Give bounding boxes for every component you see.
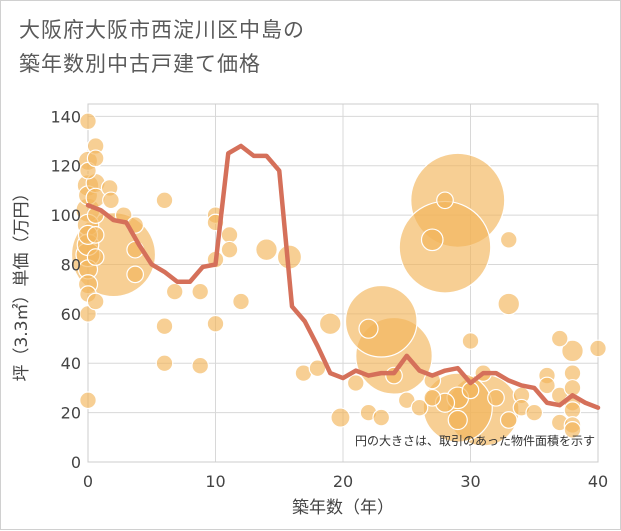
data-bubble bbox=[563, 401, 582, 420]
y-tick-label: 140 bbox=[50, 107, 81, 126]
data-bubble bbox=[358, 318, 379, 339]
y-tick-label: 60 bbox=[61, 305, 81, 324]
data-bubble bbox=[126, 265, 145, 284]
data-bubble bbox=[487, 388, 505, 407]
data-bubble bbox=[550, 329, 569, 348]
x-tick-label: 30 bbox=[460, 472, 480, 491]
x-tick-label: 10 bbox=[205, 472, 225, 491]
data-bubble bbox=[330, 407, 351, 428]
data-bubble bbox=[79, 112, 97, 131]
x-tick-label: 0 bbox=[83, 472, 93, 491]
chart-title: 大阪府大阪市西淀川区中島の 築年数別中古戸建て価格 bbox=[19, 13, 305, 81]
data-bubble bbox=[206, 314, 225, 333]
data-bubble bbox=[79, 391, 97, 410]
data-bubble bbox=[499, 411, 518, 429]
data-bubble bbox=[447, 409, 468, 431]
size-annotation: 円の大きさは、取引のあった物件面積を示す bbox=[355, 433, 595, 448]
y-axis-label: 坪（3.3㎡）単価（万円） bbox=[12, 184, 32, 381]
data-bubble bbox=[102, 191, 120, 210]
data-bubble bbox=[499, 230, 518, 249]
data-bubble bbox=[220, 226, 239, 244]
data-bubble bbox=[589, 339, 607, 358]
data-bubble bbox=[155, 191, 174, 210]
data-bubble bbox=[86, 292, 105, 311]
axis-ticks: 0 20 40 60 80 100 120 140 0 10 20 30 40 bbox=[50, 107, 608, 491]
data-bubble bbox=[318, 312, 342, 336]
data-bubble bbox=[436, 191, 454, 210]
y-tick-label: 120 bbox=[50, 157, 81, 176]
data-bubble bbox=[561, 339, 584, 363]
data-bubble bbox=[220, 240, 239, 259]
y-tick-label: 80 bbox=[61, 255, 81, 274]
data-bubble bbox=[497, 292, 521, 316]
x-tick-label: 40 bbox=[588, 472, 608, 491]
data-bubble bbox=[423, 388, 442, 407]
data-bubble bbox=[410, 398, 429, 417]
y-tick-label: 20 bbox=[61, 404, 81, 423]
average-price-line bbox=[85, 143, 601, 410]
data-bubble bbox=[346, 374, 365, 392]
y-tick-label: 40 bbox=[61, 354, 81, 373]
data-bubble bbox=[191, 356, 210, 375]
chart-title-line-1: 大阪府大阪市西淀川区中島の bbox=[19, 18, 305, 42]
x-axis-label: 築年数（年） bbox=[292, 498, 394, 518]
data-bubble bbox=[191, 282, 210, 301]
x-tick-label: 20 bbox=[333, 472, 353, 491]
data-bubble bbox=[232, 292, 250, 311]
y-tick-label: 100 bbox=[50, 206, 81, 225]
chart-title-line-2: 築年数別中古戸建て価格 bbox=[19, 52, 261, 76]
data-bubble bbox=[461, 332, 480, 350]
data-bubble bbox=[538, 376, 556, 395]
data-bubble bbox=[165, 282, 184, 301]
data-bubble bbox=[563, 364, 582, 382]
data-bubble bbox=[155, 317, 174, 336]
data-bubble bbox=[155, 354, 174, 373]
data-bubble bbox=[525, 403, 544, 422]
data-bubble bbox=[420, 228, 444, 252]
y-tick-label: 0 bbox=[71, 453, 81, 472]
data-bubble bbox=[344, 284, 418, 358]
data-bubble bbox=[398, 200, 492, 294]
data-bubble bbox=[86, 149, 105, 168]
data-bubble bbox=[563, 421, 582, 439]
data-bubble bbox=[372, 408, 391, 427]
data-bubble bbox=[86, 226, 105, 244]
bubble-layer bbox=[70, 112, 607, 447]
data-bubble bbox=[255, 238, 278, 262]
data-bubble bbox=[86, 248, 105, 266]
